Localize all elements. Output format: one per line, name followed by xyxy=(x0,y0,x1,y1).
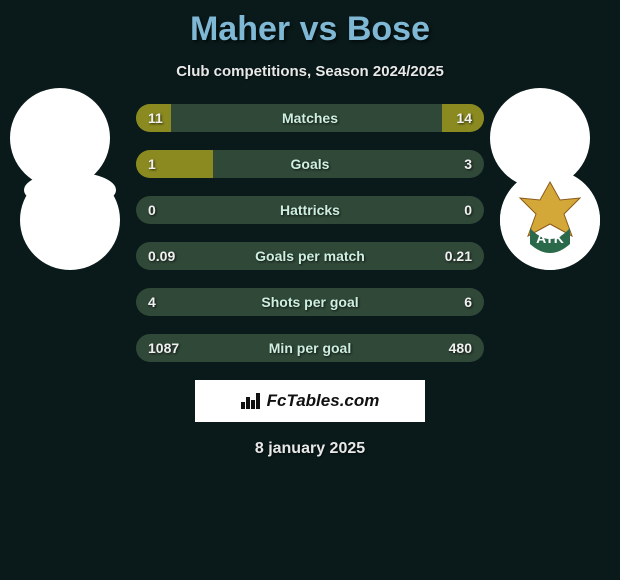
stat-value-right: 3 xyxy=(464,150,472,178)
player1-name: Maher xyxy=(190,10,290,48)
vs-text: vs xyxy=(300,10,338,48)
date: 8 january 2025 xyxy=(0,440,620,458)
stat-label: Shots per goal xyxy=(261,288,358,316)
stat-row: 11 Matches 14 xyxy=(136,104,484,132)
stat-value-right: 6 xyxy=(464,288,472,316)
stat-row: 1 Goals 3 xyxy=(136,150,484,178)
stat-row: 4 Shots per goal 6 xyxy=(136,288,484,316)
stat-value-left: 0 xyxy=(148,196,156,224)
stat-row: 0.09 Goals per match 0.21 xyxy=(136,242,484,270)
stat-value-left: 1 xyxy=(148,150,156,178)
stat-value-left: 0.09 xyxy=(148,242,175,270)
stat-label: Goals xyxy=(291,150,330,178)
stat-value-left: 4 xyxy=(148,288,156,316)
player2-name: Bose xyxy=(347,10,430,48)
stat-label: Matches xyxy=(282,104,338,132)
subtitle: Club competitions, Season 2024/2025 xyxy=(0,63,620,80)
stat-label: Hattricks xyxy=(280,196,340,224)
comparison-title: Maher vs Bose xyxy=(0,0,620,49)
stat-value-left: 1087 xyxy=(148,334,179,362)
stat-row: 0 Hattricks 0 xyxy=(136,196,484,224)
stat-value-right: 480 xyxy=(449,334,472,362)
stats-bars: 11 Matches 14 1 Goals 3 0 Hattricks 0 0.09 Goals p… xyxy=(136,104,484,362)
stat-value-right: 0.21 xyxy=(445,242,472,270)
stat-value-right: 0 xyxy=(464,196,472,224)
stat-value-left: 11 xyxy=(148,104,163,132)
player2-club-logo: ATK xyxy=(500,170,600,270)
player1-club-logo xyxy=(20,170,120,270)
svg-text:ATK: ATK xyxy=(536,230,564,246)
stat-label: Min per goal xyxy=(269,334,351,362)
watermark: FcTables.com xyxy=(195,380,425,422)
watermark-text: FcTables.com xyxy=(267,391,380,411)
stat-value-right: 14 xyxy=(456,104,472,132)
bars-icon xyxy=(241,393,261,409)
stat-row: 1087 Min per goal 480 xyxy=(136,334,484,362)
stat-label: Goals per match xyxy=(255,242,365,270)
